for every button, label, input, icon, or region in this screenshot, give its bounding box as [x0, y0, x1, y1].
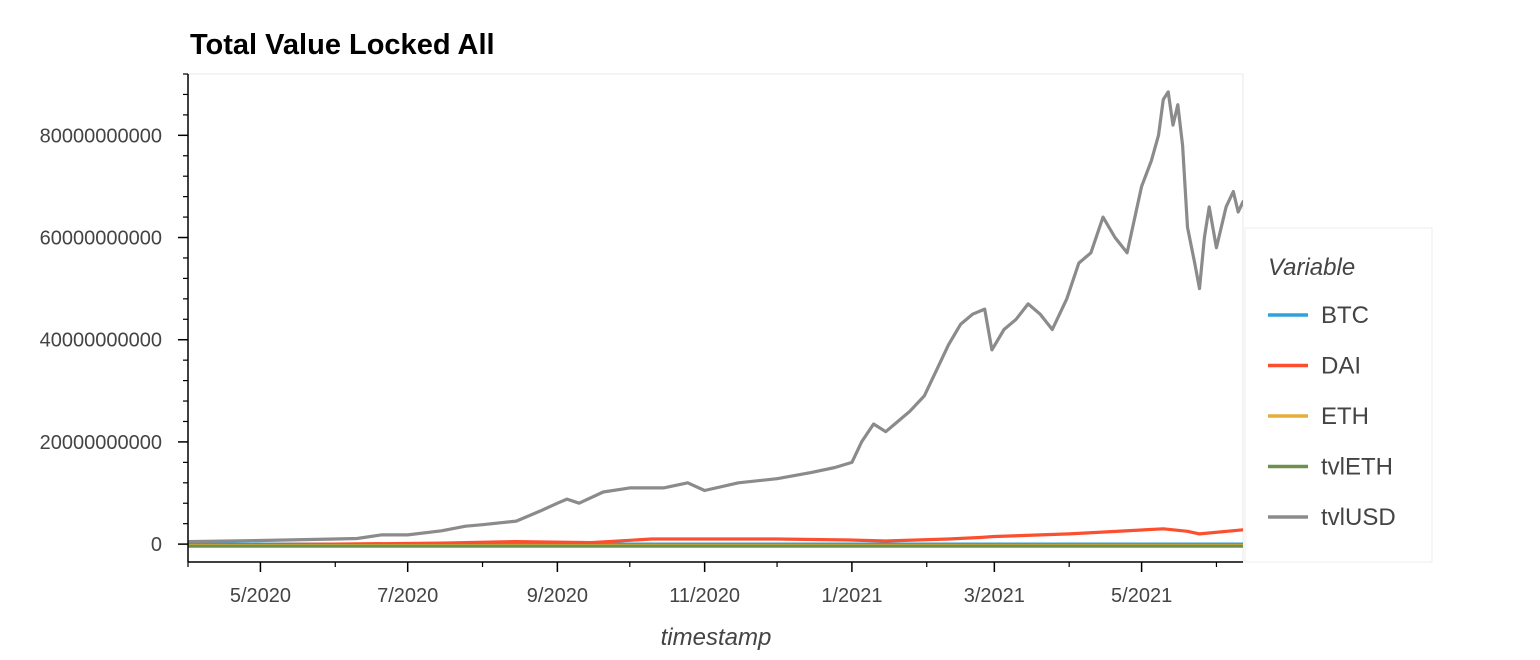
series-line-dai [188, 527, 1243, 547]
legend: Variable BTC DAI ETH tvlETH tvlUSD [1244, 227, 1433, 563]
series-lines [188, 90, 1243, 548]
y-tick-label: 20000000000 [40, 432, 162, 454]
y-tick-label: 60000000000 [40, 228, 162, 250]
series-line-tvlusd [188, 90, 1243, 544]
legend-label-tvlusd: tvlUSD [1321, 504, 1396, 531]
x-axis-title: timestamp [661, 624, 772, 651]
chart-title: Total Value Locked All [190, 29, 495, 61]
x-tick-label: 9/2020 [527, 585, 588, 607]
legend-label-tvleth: tvlETH [1321, 454, 1393, 481]
legend-label-eth: ETH [1321, 403, 1369, 430]
x-tick-label: 11/2020 [669, 585, 740, 607]
x-tick-label: 5/2020 [230, 585, 291, 607]
legend-title: Variable [1268, 254, 1355, 281]
y-axis: 0 20000000000 40000000000 60000000000 800000… [40, 73, 189, 562]
x-tick-label: 5/2021 [1111, 585, 1172, 607]
plot-area [187, 73, 1244, 563]
x-axis: 5/2020 7/2020 9/2020 11/2020 1/2021 3/2021 5/2… [187, 561, 1243, 607]
legend-label-btc: BTC [1321, 302, 1369, 329]
legend-box [1244, 227, 1433, 563]
y-tick-label: 0 [151, 534, 162, 556]
x-tick-label: 3/2021 [964, 585, 1025, 607]
x-tick-label: 7/2020 [377, 585, 438, 607]
x-tick-label: 1/2021 [821, 585, 882, 607]
y-tick-label: 80000000000 [40, 125, 162, 147]
y-tick-label: 40000000000 [40, 330, 162, 352]
legend-label-dai: DAI [1321, 353, 1361, 380]
